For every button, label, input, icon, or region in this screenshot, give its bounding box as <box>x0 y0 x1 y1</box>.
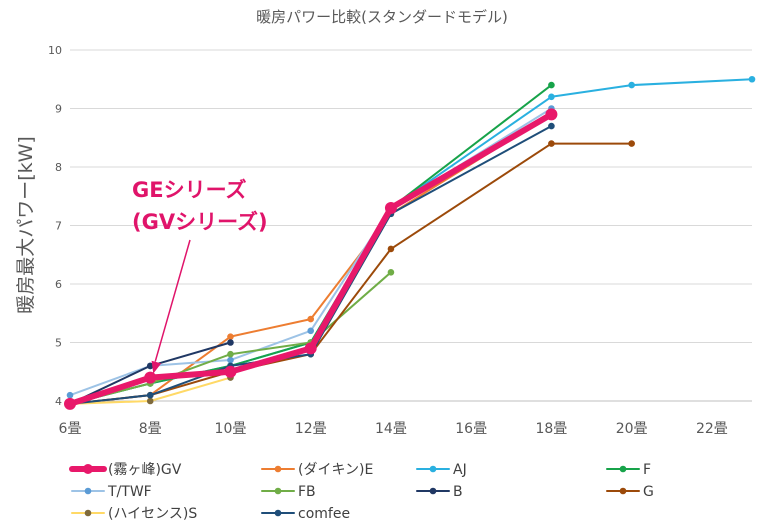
series-point <box>144 371 157 384</box>
series-point <box>66 391 74 399</box>
legend-swatch-marker <box>84 487 92 495</box>
y-tick-label: 8 <box>55 161 62 174</box>
legend-swatch-marker <box>429 465 437 473</box>
series-point <box>548 140 555 147</box>
y-tick-label: 7 <box>55 220 62 233</box>
legend-swatch-marker <box>619 487 627 495</box>
legend-entry: (ダイキン)E <box>261 462 373 478</box>
x-tick-label: 14畳 <box>375 421 407 437</box>
legend-swatch-marker <box>83 464 93 474</box>
legend-entry: (ハイセンス)S <box>71 506 197 522</box>
series-point <box>146 362 154 370</box>
legend-label: comfee <box>298 506 350 522</box>
legend-label: B <box>453 484 463 500</box>
annotation-text: (GVシリーズ) <box>132 210 268 234</box>
series-line <box>69 78 753 405</box>
series-point <box>545 108 558 121</box>
y-tick-label: 9 <box>55 103 62 116</box>
legend-swatch-marker <box>84 509 92 517</box>
legend-entry: (霧ヶ峰)GV <box>69 462 182 478</box>
series-point <box>307 315 315 323</box>
series-point <box>227 333 234 340</box>
x-tick-label: 22畳 <box>696 421 728 437</box>
legend-label: G <box>643 484 654 500</box>
legend-label: (ダイキン)E <box>298 462 373 478</box>
series-point <box>548 81 555 89</box>
legend-label: (ハイセンス)S <box>108 506 197 522</box>
annotation: GEシリーズ (GVシリーズ) <box>132 178 268 374</box>
x-tick-label: 20畳 <box>616 421 648 437</box>
series-point <box>548 93 555 101</box>
y-tick-label: 4 <box>55 395 62 408</box>
y-tick-label: 10 <box>48 44 62 57</box>
legend-swatch-marker <box>274 509 282 517</box>
series-group <box>66 122 555 408</box>
series-point <box>304 342 317 355</box>
legend-label: T/TWF <box>107 484 152 500</box>
series-point <box>748 75 756 83</box>
series-point <box>387 245 395 253</box>
x-tick-label: 12畳 <box>295 421 327 437</box>
legend-swatch-marker <box>619 465 627 473</box>
legend-entry: B <box>416 484 463 500</box>
y-tick-label: 6 <box>55 278 62 291</box>
series-group <box>64 108 558 410</box>
series-point <box>146 391 154 399</box>
series-point <box>227 339 234 346</box>
y-axis-label: 暖房最大パワー[kW] <box>15 136 37 314</box>
legend-entry: AJ <box>416 462 467 478</box>
y-tick-label: 5 <box>55 337 62 350</box>
series-point <box>548 122 555 130</box>
series-point <box>64 397 76 410</box>
legend-swatch-marker <box>429 487 437 495</box>
series-point <box>628 140 635 147</box>
legend: (霧ヶ峰)GV (ダイキン)E AJ F T/TWF FB B G (ハイセンス)S comfee <box>69 462 654 522</box>
series-group <box>66 81 555 408</box>
legend-entry: G <box>606 484 654 500</box>
x-tick-label: 8畳 <box>139 421 162 437</box>
legend-label: F <box>643 462 651 478</box>
annotation-arrow-head <box>151 360 162 374</box>
x-tick-label: 18畳 <box>535 421 567 437</box>
legend-entry: F <box>606 462 651 478</box>
x-tick-label: 6畳 <box>59 421 82 437</box>
series-line <box>67 111 555 407</box>
series-point <box>224 365 237 378</box>
chart-title: 暖房パワー比較(スタンダードモデル) <box>256 8 508 26</box>
legend-label: FB <box>298 484 316 500</box>
series-lines <box>64 75 756 410</box>
gridlines <box>70 49 752 402</box>
series-point <box>227 356 234 364</box>
x-tick-label: 10畳 <box>215 421 247 437</box>
series-point <box>628 81 635 89</box>
legend-entry: FB <box>261 484 316 500</box>
legend-label: (霧ヶ峰)GV <box>108 462 182 478</box>
annotation-arrow-line <box>154 239 191 362</box>
legend-entry: comfee <box>261 506 350 522</box>
annotation-text: GEシリーズ <box>132 178 247 202</box>
legend-swatch-marker <box>274 465 282 473</box>
series-line <box>69 125 553 405</box>
legend-swatch-marker <box>274 487 282 495</box>
series-point <box>307 327 315 335</box>
series-point <box>227 350 234 358</box>
legend-entry: T/TWF <box>71 484 152 500</box>
axes: 4 5 6 7 8 9 10 6畳 8畳 10畳 12畳 14畳 16畳 18畳 20畳 22畳 <box>48 44 752 437</box>
series-group <box>66 75 756 408</box>
x-tick-label: 16畳 <box>455 421 487 437</box>
series-point <box>146 397 154 405</box>
legend-label: AJ <box>453 462 467 478</box>
series-point <box>384 201 397 214</box>
series-point <box>387 269 395 276</box>
